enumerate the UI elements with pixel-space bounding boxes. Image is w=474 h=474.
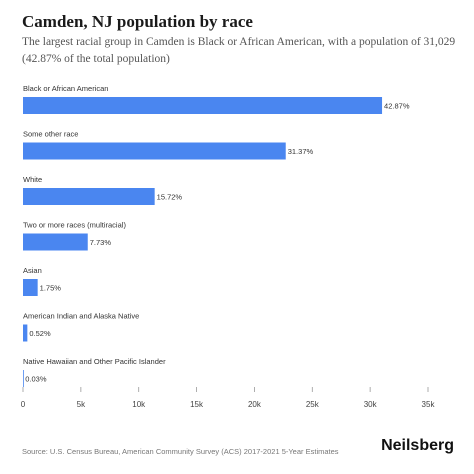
- bar: [23, 370, 24, 387]
- data-label: 31.37%: [288, 147, 314, 156]
- bar: [23, 324, 28, 342]
- x-tick-label: 15k: [190, 400, 204, 409]
- data-label: 0.03%: [25, 375, 47, 384]
- x-tick-label: 30k: [364, 400, 378, 409]
- data-label: 1.75%: [40, 284, 62, 293]
- data-label: 0.52%: [29, 329, 51, 338]
- bar: [23, 97, 383, 114]
- brand-logo: Neilsberg: [381, 437, 454, 454]
- chart-title: Camden, NJ population by race: [22, 12, 253, 31]
- chart-subtitle: The largest racial group in Camden is Bl…: [22, 36, 456, 65]
- data-label: 15.72%: [157, 193, 183, 202]
- bar: [23, 142, 286, 160]
- category-label: Asian: [23, 266, 42, 275]
- data-label: 42.87%: [384, 102, 410, 111]
- source-note: Source: U.S. Census Bureau, American Com…: [22, 447, 339, 456]
- category-label: Black or African American: [23, 84, 108, 93]
- bar: [23, 233, 88, 251]
- x-tick-label: 10k: [132, 400, 146, 409]
- category-label: Some other race: [23, 130, 78, 139]
- x-tick-label: 25k: [306, 400, 320, 409]
- x-tick-label: 0: [21, 400, 26, 409]
- category-label: White: [23, 175, 42, 184]
- bar: [23, 279, 38, 296]
- x-tick-label: 35k: [422, 400, 436, 409]
- category-label: Native Hawaiian and Other Pacific Island…: [23, 357, 166, 366]
- category-label: American Indian and Alaska Native: [23, 312, 139, 321]
- bar: [23, 188, 155, 205]
- data-label: 7.73%: [90, 238, 112, 247]
- x-tick-label: 20k: [248, 400, 262, 409]
- category-label: Two or more races (multiracial): [23, 221, 126, 230]
- x-tick-label: 5k: [77, 400, 86, 409]
